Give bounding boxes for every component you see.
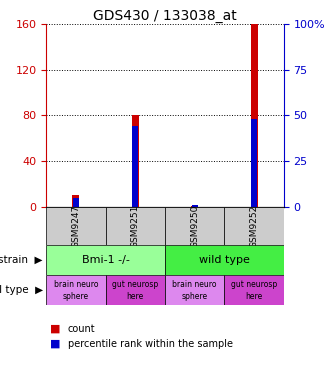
Bar [250, 24, 258, 207]
Bar [46, 245, 165, 275]
Bar [191, 206, 198, 207]
Bar [72, 195, 80, 207]
Text: percentile rank within the sample: percentile rank within the sample [68, 339, 233, 349]
Bar [165, 245, 284, 275]
Text: gut neurosp
here: gut neurosp here [231, 280, 277, 300]
Bar [165, 275, 224, 305]
Bar [132, 115, 139, 207]
Title: GDS430 / 133038_at: GDS430 / 133038_at [93, 9, 237, 23]
Text: GSM9250: GSM9250 [190, 204, 199, 248]
Text: strain  ▶: strain ▶ [0, 255, 43, 265]
Text: cell type  ▶: cell type ▶ [0, 285, 43, 295]
Text: count: count [68, 324, 95, 334]
Bar [192, 205, 198, 207]
Bar [251, 119, 257, 207]
Text: GSM9247: GSM9247 [71, 204, 81, 248]
Bar [224, 207, 284, 245]
Bar [73, 198, 79, 207]
Text: Bmi-1 -/-: Bmi-1 -/- [82, 255, 130, 265]
Bar [165, 207, 224, 245]
Text: brain neuro
sphere: brain neuro sphere [173, 280, 217, 300]
Bar [46, 275, 106, 305]
Bar [106, 207, 165, 245]
Bar [224, 275, 284, 305]
Text: ■: ■ [50, 339, 60, 349]
Bar [132, 126, 138, 207]
Text: GSM9252: GSM9252 [249, 204, 259, 248]
Text: wild type: wild type [199, 255, 250, 265]
Bar [46, 207, 106, 245]
Text: ■: ■ [50, 324, 60, 334]
Text: brain neuro
sphere: brain neuro sphere [54, 280, 98, 300]
Text: GSM9251: GSM9251 [131, 204, 140, 248]
Text: gut neurosp
here: gut neurosp here [112, 280, 158, 300]
Bar [106, 275, 165, 305]
